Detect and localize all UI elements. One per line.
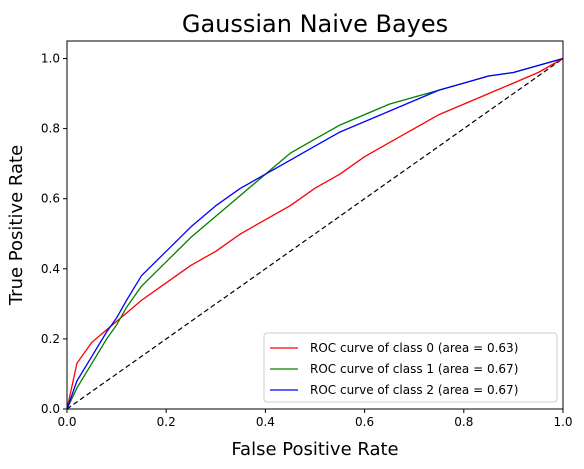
legend-label-class-1: ROC curve of class 1 (area = 0.67) [310,362,518,376]
y-tick-label: 0.6 [41,192,60,206]
legend-label-class-2: ROC curve of class 2 (area = 0.67) [310,383,518,397]
y-tick-label: 0.4 [41,262,60,276]
y-axis: 0.0 0.2 0.4 0.6 0.8 1.0 [41,52,67,416]
chart-title: Gaussian Naive Bayes [182,10,448,38]
x-tick-label: 0.4 [256,415,275,429]
x-tick-label: 0.2 [157,415,176,429]
y-tick-label: 1.0 [41,52,60,66]
x-axis-label: False Positive Rate [231,439,398,460]
legend-box [263,332,558,403]
plot-frame [66,40,564,410]
x-axis: 0.0 0.2 0.4 0.6 0.8 1.0 [57,409,573,429]
y-tick-label: 0.2 [41,332,60,346]
chance-diagonal-line [66,58,564,410]
legend-label-class-0: ROC curve of class 0 (area = 0.63) [310,341,518,355]
y-axis-label: True Positive Rate [6,145,27,306]
x-tick-label: 0.6 [355,415,374,429]
y-tick-label: 0.0 [41,402,60,416]
roc-curve-class-2 [66,57,564,410]
x-tick-label: 0.0 [57,415,76,429]
x-tick-label: 1.0 [553,415,572,429]
plot-area [66,57,564,410]
roc-curve-class-0 [66,57,564,410]
y-tick-label: 0.8 [41,122,60,136]
legend: ROC curve of class 0 (area = 0.63) ROC cu… [263,332,558,403]
x-tick-label: 0.8 [454,415,473,429]
